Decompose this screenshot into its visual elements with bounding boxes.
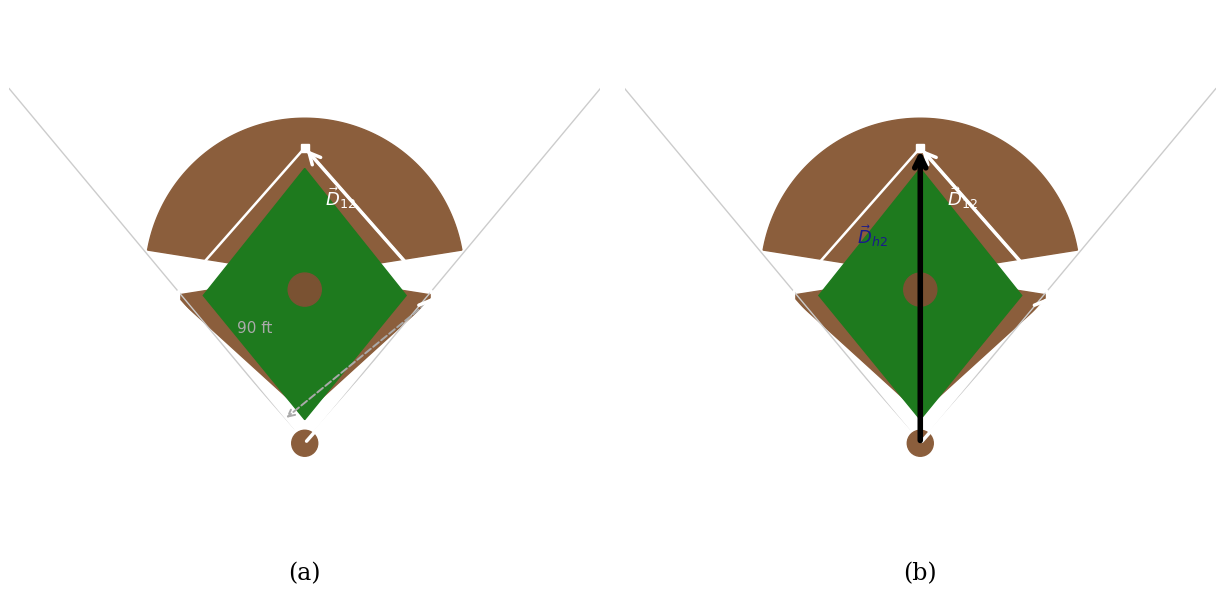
- Text: 90 ft: 90 ft: [236, 320, 272, 336]
- Text: N: N: [298, 13, 312, 31]
- Circle shape: [288, 273, 321, 306]
- Circle shape: [904, 273, 937, 306]
- Polygon shape: [147, 118, 462, 414]
- Text: $\vec{D}_{h1}$: $\vec{D}_{h1}$: [1012, 374, 1042, 400]
- Text: $\vec{D}_{12}$: $\vec{D}_{12}$: [947, 185, 978, 211]
- Polygon shape: [203, 168, 407, 420]
- Circle shape: [908, 430, 933, 456]
- Bar: [431, 292, 439, 299]
- Text: $\vec{D}_{12}$: $\vec{D}_{12}$: [326, 185, 356, 211]
- Bar: [301, 144, 309, 152]
- Polygon shape: [763, 118, 1078, 414]
- Circle shape: [292, 430, 317, 456]
- Bar: [170, 292, 179, 299]
- Text: $\vec{D}_{h2}$: $\vec{D}_{h2}$: [858, 223, 888, 249]
- Text: N: N: [913, 13, 927, 31]
- Circle shape: [904, 427, 937, 460]
- Text: (b): (b): [904, 562, 937, 584]
- Bar: [786, 292, 794, 299]
- Text: $\vec{D}_{h1}$: $\vec{D}_{h1}$: [397, 374, 428, 400]
- Polygon shape: [818, 168, 1022, 420]
- Circle shape: [288, 427, 321, 460]
- Bar: [916, 144, 924, 152]
- Text: (a): (a): [288, 562, 321, 584]
- Bar: [1046, 292, 1055, 299]
